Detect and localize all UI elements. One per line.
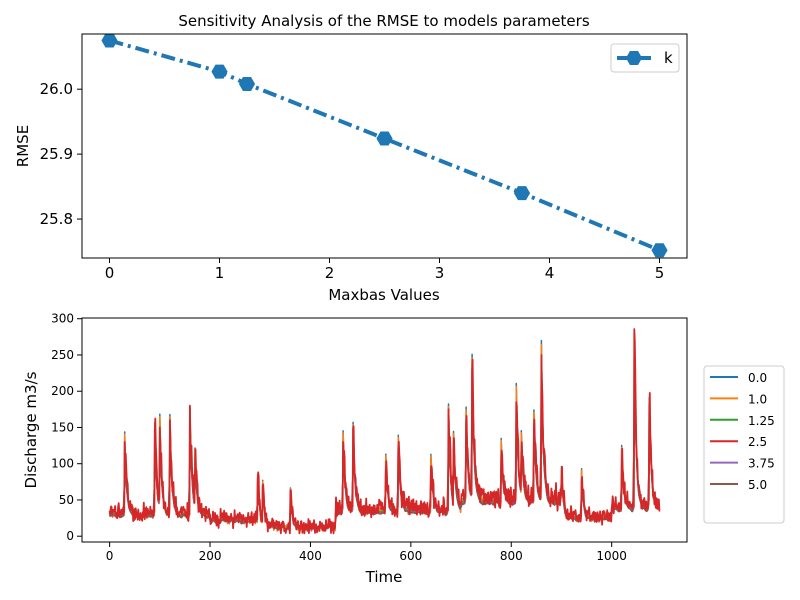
top-x-tick-label: 5 — [655, 264, 665, 282]
bottom-x-ticks: 0 200 400 600 800 1000 — [106, 542, 627, 563]
top-legend: k — [610, 43, 680, 73]
bottom-legend-label: 1.0 — [748, 392, 767, 406]
top-y-tick-label: 25.9 — [40, 145, 73, 163]
rmse-point — [651, 243, 668, 258]
bottom-x-tick-label: 200 — [199, 549, 222, 563]
rmse-point — [238, 77, 256, 91]
bottom-legend-label: 3.75 — [748, 457, 775, 471]
bottom-x-axis-label: Time — [365, 568, 403, 586]
top-y-axis-label: RMSE — [14, 125, 32, 167]
bottom-x-tick-label: 800 — [500, 549, 523, 563]
top-legend-label: k — [664, 49, 673, 67]
bottom-legend: 0.0 1.0 1.25 2.5 3.75 5.0 — [703, 365, 785, 524]
top-plot-area — [101, 33, 668, 258]
bottom-legend-label: 1.25 — [748, 414, 775, 428]
bottom-chart: 0 200 400 600 800 1000 0 50 100 150 200 250 300 Tim… — [22, 312, 785, 586]
bottom-y-ticks: 0 50 100 150 200 250 300 — [51, 312, 82, 543]
bottom-axes-frame — [81, 317, 688, 543]
bottom-y-tick-label: 50 — [59, 493, 74, 507]
bottom-legend-label: 0.0 — [748, 371, 767, 385]
top-x-tick-label: 0 — [105, 264, 115, 282]
top-x-tick-label: 3 — [435, 264, 445, 282]
top-axes-frame — [81, 33, 688, 259]
top-y-ticks: 25.8 25.9 26.0 — [40, 80, 82, 228]
top-chart: Sensitivity Analysis of the RMSE to mode… — [14, 12, 688, 304]
bottom-y-tick-label: 150 — [51, 420, 74, 434]
top-y-tick-label: 25.8 — [40, 210, 73, 228]
rmse-point — [211, 64, 228, 79]
top-legend-marker — [625, 51, 643, 65]
bottom-x-tick-label: 600 — [399, 549, 422, 563]
top-chart-title: Sensitivity Analysis of the RMSE to mode… — [178, 12, 589, 30]
top-x-tick-label: 1 — [215, 264, 225, 282]
bottom-x-tick-label: 0 — [106, 549, 114, 563]
top-x-ticks: 0 1 2 3 4 5 — [105, 258, 665, 282]
bottom-y-tick-label: 0 — [66, 529, 74, 543]
bottom-y-tick-label: 200 — [51, 384, 74, 398]
bottom-y-tick-label: 250 — [51, 348, 74, 362]
rmse-point — [376, 131, 393, 146]
bottom-y-tick-label: 300 — [51, 312, 74, 326]
bottom-legend-label: 5.0 — [748, 478, 767, 492]
top-x-tick-label: 4 — [545, 264, 555, 282]
bottom-y-axis-label: Discharge m3/s — [22, 371, 40, 488]
bottom-legend-box — [703, 365, 785, 524]
rmse-point — [101, 33, 118, 48]
rmse-series-line — [108, 38, 661, 253]
bottom-plot-area — [108, 328, 661, 535]
top-x-axis-label: Maxbas Values — [328, 286, 439, 304]
top-x-tick-label: 2 — [325, 264, 335, 282]
discharge-series-line — [108, 328, 661, 535]
rmse-point — [513, 186, 531, 201]
bottom-legend-label: 2.5 — [748, 435, 767, 449]
top-y-tick-label: 26.0 — [40, 80, 73, 98]
bottom-y-tick-label: 100 — [51, 457, 74, 471]
bottom-x-tick-label: 1000 — [596, 549, 627, 563]
bottom-x-tick-label: 400 — [299, 549, 322, 563]
